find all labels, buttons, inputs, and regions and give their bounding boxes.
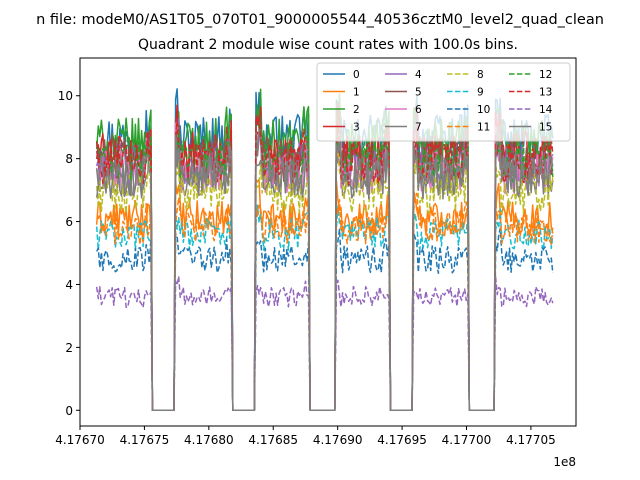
series-line-14 [95,275,554,412]
series-line-15 [95,129,554,412]
legend-label-5: 5 [415,87,422,99]
legend-label-4: 4 [415,69,422,81]
y-tick-label: 4 [65,278,73,292]
legend-label-6: 6 [415,104,422,116]
legend-label-11: 11 [477,122,490,134]
series-line-3 [95,102,554,412]
series-line-7 [95,127,554,412]
legend-label-12: 12 [539,69,552,81]
legend-label-13: 13 [539,87,552,99]
y-tick-label: 10 [58,89,73,103]
legend-label-1: 1 [353,87,360,99]
y-axis: 0 2 4 6 8 10 [58,89,80,418]
legend-label-15: 15 [539,122,552,134]
series-layer [95,88,554,412]
legend-box [316,62,571,142]
legend-label-10: 10 [477,104,490,116]
legend-label-0: 0 [353,69,360,81]
legend-label-7: 7 [415,122,422,134]
series-line-13 [95,111,554,412]
x-tick-label: 4.17690 [313,433,363,447]
x-axis: 4.17670 4.17675 4.17680 4.17685 4.17690 4.176… [55,426,556,447]
x-tick-label: 4.17680 [184,433,234,447]
series-line-5 [96,106,554,412]
series-line-6 [95,121,554,412]
y-tick-label: 8 [65,152,73,166]
legend-label-3: 3 [353,122,360,134]
plot-area-frame [79,57,577,427]
x-axis-offset-label: 1e8 [553,455,576,469]
chart-title: Quadrant 2 module wise count rates with … [138,37,518,53]
series-line-1 [95,178,554,412]
x-tick-label: 4.17705 [506,433,556,447]
series-line-11 [96,192,554,412]
series-line-8 [95,150,554,412]
series-line-10 [96,227,554,412]
y-tick-label: 0 [65,404,73,418]
x-tick-label: 4.17700 [442,433,492,447]
x-tick-label: 4.17670 [55,433,105,447]
series-line-9 [95,204,554,412]
legend-label-14: 14 [539,104,553,116]
series-line-4 [95,117,554,412]
y-tick-label: 2 [65,341,73,355]
legend-label-9: 9 [477,87,484,99]
x-tick-label: 4.17685 [248,433,298,447]
x-tick-label: 4.17695 [377,433,427,447]
figure-suptitle: n file: modeM0/AS1T05_070T01_9000005544_… [36,12,604,28]
y-tick-label: 6 [65,215,73,229]
series-line-12 [95,107,554,412]
legend-label-2: 2 [353,104,360,116]
x-tick-label: 4.17675 [120,433,170,447]
legend-label-8: 8 [477,69,484,81]
